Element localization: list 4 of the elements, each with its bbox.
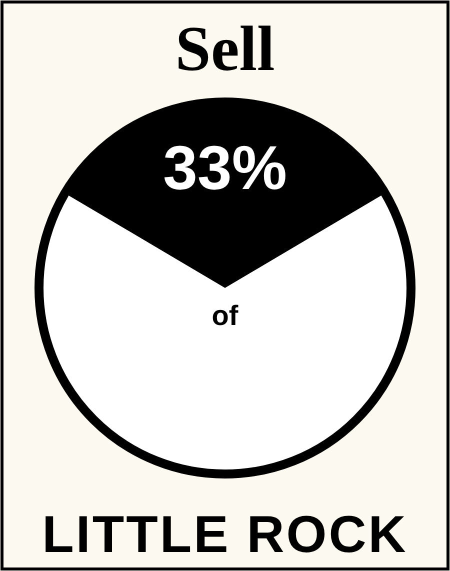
data-label: 33%	[162, 134, 288, 203]
text: LITTLE ROCK	[42, 506, 408, 564]
text: of	[212, 300, 239, 331]
chart-title: Sell	[175, 13, 275, 84]
